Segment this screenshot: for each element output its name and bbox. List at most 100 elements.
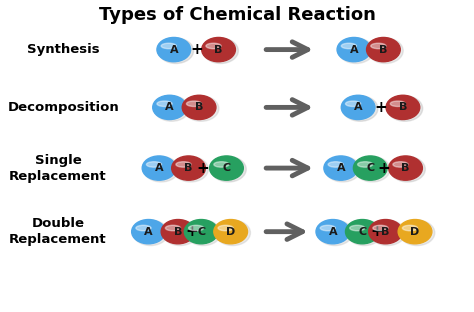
- Ellipse shape: [172, 156, 205, 180]
- Ellipse shape: [184, 220, 218, 244]
- Ellipse shape: [214, 220, 247, 244]
- Ellipse shape: [389, 156, 422, 180]
- Ellipse shape: [146, 162, 162, 167]
- Ellipse shape: [163, 220, 198, 246]
- Text: B: B: [195, 102, 203, 112]
- Ellipse shape: [325, 157, 361, 182]
- Ellipse shape: [142, 156, 176, 180]
- Ellipse shape: [357, 162, 373, 167]
- Ellipse shape: [165, 225, 181, 231]
- Ellipse shape: [337, 37, 371, 62]
- Ellipse shape: [316, 220, 350, 244]
- Text: B: B: [401, 163, 410, 173]
- Text: A: A: [354, 102, 363, 112]
- Text: C: C: [366, 163, 374, 173]
- Ellipse shape: [387, 96, 423, 121]
- Text: +: +: [374, 100, 387, 115]
- Ellipse shape: [402, 225, 418, 231]
- Text: A: A: [337, 163, 345, 173]
- Text: B: B: [184, 163, 193, 173]
- Ellipse shape: [343, 96, 378, 121]
- Ellipse shape: [390, 157, 425, 182]
- Ellipse shape: [182, 95, 216, 119]
- Text: A: A: [165, 102, 174, 112]
- Ellipse shape: [158, 38, 193, 64]
- Ellipse shape: [154, 96, 190, 121]
- Ellipse shape: [202, 37, 236, 62]
- Text: C: C: [197, 227, 205, 237]
- Text: B: B: [379, 45, 388, 55]
- Text: B: B: [174, 227, 182, 237]
- Ellipse shape: [366, 37, 400, 62]
- Ellipse shape: [176, 162, 191, 167]
- Ellipse shape: [173, 157, 209, 182]
- Text: C: C: [358, 227, 366, 237]
- Ellipse shape: [346, 220, 379, 244]
- Text: B: B: [399, 102, 407, 112]
- Ellipse shape: [328, 162, 343, 167]
- Ellipse shape: [354, 156, 387, 180]
- Text: B: B: [214, 45, 223, 55]
- Text: +: +: [370, 224, 383, 239]
- Ellipse shape: [189, 225, 204, 231]
- Text: B: B: [381, 227, 390, 237]
- Ellipse shape: [153, 95, 186, 119]
- Ellipse shape: [161, 43, 176, 49]
- Ellipse shape: [368, 38, 403, 64]
- Ellipse shape: [346, 101, 361, 106]
- Ellipse shape: [341, 95, 375, 119]
- Ellipse shape: [370, 220, 405, 246]
- Text: Types of Chemical Reaction: Types of Chemical Reaction: [99, 6, 375, 24]
- Text: Synthesis: Synthesis: [27, 43, 100, 56]
- Text: A: A: [328, 227, 337, 237]
- Ellipse shape: [186, 220, 221, 246]
- Ellipse shape: [183, 96, 219, 121]
- Text: D: D: [410, 227, 419, 237]
- Ellipse shape: [400, 220, 435, 246]
- Ellipse shape: [338, 38, 374, 64]
- Ellipse shape: [161, 220, 195, 244]
- Ellipse shape: [347, 220, 382, 246]
- Ellipse shape: [393, 162, 408, 167]
- Ellipse shape: [398, 220, 432, 244]
- Ellipse shape: [206, 43, 221, 49]
- Ellipse shape: [186, 101, 201, 106]
- Ellipse shape: [355, 157, 390, 182]
- Ellipse shape: [210, 156, 243, 180]
- Text: +: +: [196, 161, 209, 176]
- Text: Double
Replacement: Double Replacement: [9, 217, 107, 246]
- Ellipse shape: [317, 220, 353, 246]
- Text: A: A: [350, 45, 358, 55]
- Text: Single
Replacement: Single Replacement: [9, 154, 107, 183]
- Ellipse shape: [218, 225, 233, 231]
- Text: Decomposition: Decomposition: [7, 101, 119, 114]
- Ellipse shape: [320, 225, 336, 231]
- Text: +: +: [190, 42, 203, 57]
- Ellipse shape: [386, 95, 420, 119]
- Ellipse shape: [132, 220, 165, 244]
- Ellipse shape: [211, 157, 246, 182]
- Ellipse shape: [157, 101, 172, 106]
- Ellipse shape: [369, 220, 402, 244]
- Ellipse shape: [215, 220, 250, 246]
- Ellipse shape: [133, 220, 168, 246]
- Ellipse shape: [144, 157, 179, 182]
- Text: +: +: [377, 161, 390, 176]
- Ellipse shape: [136, 225, 151, 231]
- Ellipse shape: [390, 101, 405, 106]
- Ellipse shape: [157, 37, 191, 62]
- Ellipse shape: [371, 43, 386, 49]
- Ellipse shape: [341, 43, 356, 49]
- Ellipse shape: [350, 225, 365, 231]
- Text: A: A: [144, 227, 153, 237]
- Ellipse shape: [324, 156, 357, 180]
- Text: shutterstock: shutterstock: [14, 291, 84, 301]
- Text: D: D: [226, 227, 235, 237]
- Text: +: +: [186, 224, 199, 239]
- Text: A: A: [155, 163, 164, 173]
- Ellipse shape: [214, 162, 229, 167]
- Text: A: A: [170, 45, 178, 55]
- Ellipse shape: [203, 38, 238, 64]
- Text: C: C: [222, 163, 230, 173]
- Ellipse shape: [373, 225, 388, 231]
